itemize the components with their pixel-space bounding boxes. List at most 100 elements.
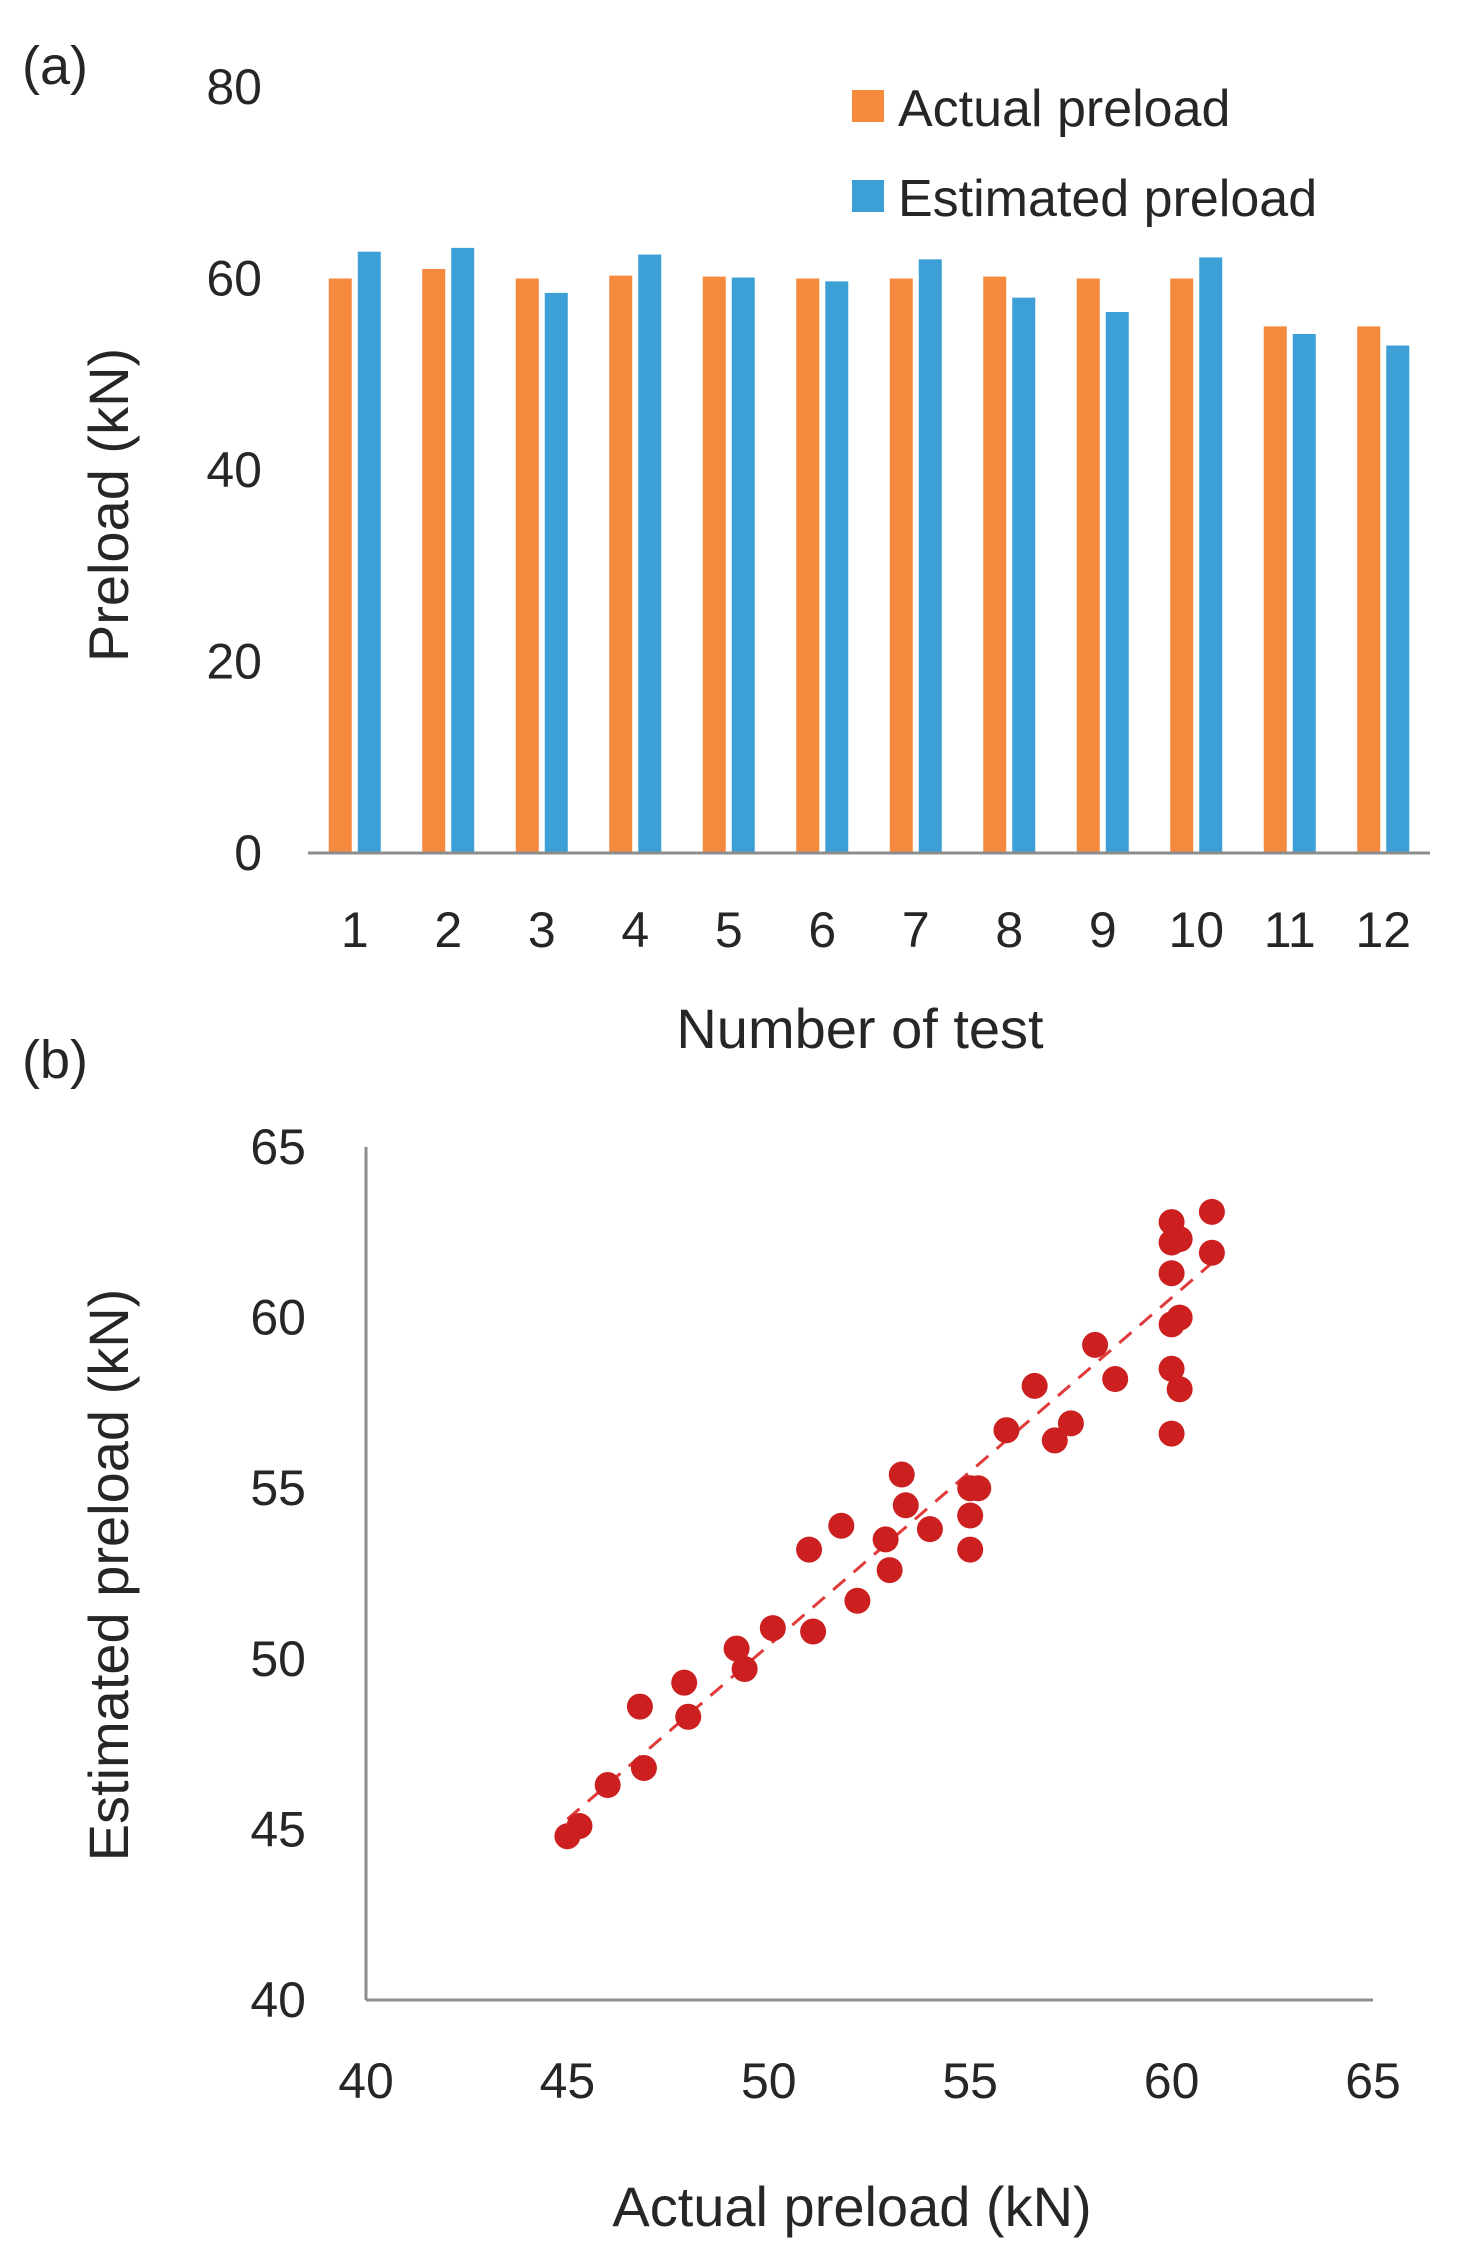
- scatter-point: [828, 1512, 855, 1539]
- scatter-y-tick-label: 40: [250, 1972, 306, 2028]
- scatter-point: [796, 1536, 823, 1563]
- bar-actual-8: [983, 276, 1007, 854]
- scatter-point: [1158, 1260, 1185, 1287]
- bar-x-tick-label: 3: [528, 902, 556, 958]
- bar-y-tick-label: 40: [206, 442, 262, 498]
- scatter-point: [759, 1615, 786, 1642]
- scatter-y-tick-label: 65: [250, 1119, 306, 1175]
- bar-x-tick-label: 2: [434, 902, 462, 958]
- panel-a-label: (a): [22, 36, 88, 96]
- bar-estimated-3: [544, 292, 568, 853]
- scatter-point: [993, 1417, 1020, 1444]
- scatter-point: [957, 1536, 984, 1563]
- bar-x-tick-label: 5: [715, 902, 743, 958]
- scatter-point: [892, 1492, 919, 1519]
- scatter-point: [888, 1461, 915, 1488]
- scatter-point: [1158, 1420, 1185, 1447]
- bar-y-tick-label: 60: [206, 251, 262, 307]
- scatter-y-tick-labels: 40 45 50 55 60 65: [250, 1119, 306, 2028]
- bar-x-tick-label: 7: [902, 902, 930, 958]
- legend-swatch-actual: [852, 90, 884, 122]
- bar-estimated-5: [731, 277, 755, 854]
- bar-estimated-1: [357, 251, 381, 853]
- scatter-x-tick-label: 55: [942, 2053, 998, 2109]
- bar-estimated-4: [638, 254, 662, 853]
- scatter-point: [1166, 1226, 1193, 1253]
- bar-actual-1: [328, 278, 352, 853]
- scatter-point: [872, 1526, 899, 1553]
- bar-y-tick-label: 0: [234, 825, 262, 881]
- scatter-point: [626, 1693, 653, 1720]
- scatter-chart-panel: (b) 40 45 50 55 60 65 40 45 50 55 60 65 Actual pre…: [22, 1030, 1401, 2238]
- scatter-points: [554, 1198, 1225, 1850]
- scatter-point: [1102, 1366, 1129, 1393]
- scatter-y-tick-label: 45: [250, 1801, 306, 1857]
- bar-estimated-2: [451, 247, 475, 854]
- scatter-point: [731, 1656, 758, 1683]
- bar-estimated-8: [1012, 297, 1036, 853]
- scatter-point: [1158, 1355, 1185, 1382]
- bar-series: [328, 247, 1410, 854]
- scatter-point: [1166, 1304, 1193, 1331]
- bar-actual-2: [422, 268, 446, 853]
- bar-x-tick-label: 6: [808, 902, 836, 958]
- scatter-point: [1082, 1331, 1109, 1358]
- bar-actual-6: [796, 278, 820, 853]
- scatter-point: [675, 1703, 702, 1730]
- scatter-y-tick-label: 60: [250, 1290, 306, 1346]
- bar-x-tick-label: 9: [1089, 902, 1117, 958]
- bar-estimated-6: [825, 281, 849, 853]
- scatter-x-tick-label: 50: [741, 2053, 797, 2109]
- scatter-point: [957, 1502, 984, 1529]
- bar-actual-9: [1076, 278, 1100, 853]
- scatter-x-tick-label: 40: [338, 2053, 394, 2109]
- scatter-point: [876, 1557, 903, 1584]
- bar-actual-12: [1357, 326, 1381, 853]
- scatter-point: [965, 1475, 992, 1502]
- bar-actual-5: [702, 276, 726, 854]
- scatter-point: [630, 1754, 657, 1781]
- scatter-point: [1166, 1376, 1193, 1403]
- bar-x-tick-label: 11: [1264, 902, 1316, 958]
- bar-x-tick-label: 8: [995, 902, 1023, 958]
- bar-estimated-12: [1386, 345, 1410, 853]
- bar-y-tick-label: 80: [206, 59, 262, 115]
- legend-label-estimated: Estimated preload: [898, 170, 1317, 228]
- scatter-x-tick-label: 60: [1144, 2053, 1200, 2109]
- scatter-point: [1041, 1427, 1068, 1454]
- bar-actual-10: [1170, 278, 1194, 853]
- bar-actual-7: [889, 278, 913, 853]
- bar-actual-11: [1263, 326, 1287, 853]
- bar-x-axis-title: Number of test: [676, 997, 1044, 1060]
- legend-label-actual: Actual preload: [898, 80, 1230, 138]
- scatter-point: [916, 1516, 943, 1543]
- scatter-point: [723, 1635, 750, 1662]
- scatter-y-tick-label: 55: [250, 1460, 306, 1516]
- scatter-point: [671, 1669, 698, 1696]
- bar-actual-3: [515, 278, 539, 853]
- trendline: [566, 1261, 1213, 1821]
- scatter-x-tick-label: 45: [540, 2053, 596, 2109]
- bar-actual-4: [609, 275, 633, 853]
- scatter-point: [594, 1772, 621, 1799]
- scatter-point: [1198, 1198, 1225, 1225]
- bar-x-tick-label: 4: [621, 902, 649, 958]
- scatter-point: [566, 1812, 593, 1839]
- bar-x-tick-label: 12: [1355, 902, 1411, 958]
- legend-swatch-estimated: [852, 180, 884, 212]
- panel-b-label: (b): [22, 1030, 88, 1090]
- scatter-x-tick-labels: 40 45 50 55 60 65: [338, 2053, 1401, 2109]
- bar-estimated-9: [1105, 312, 1129, 853]
- scatter-point: [1057, 1410, 1084, 1437]
- bar-y-axis-title: Preload (kN): [77, 348, 140, 662]
- bar-x-tick-label: 1: [341, 902, 369, 958]
- bar-x-tick-labels: 1 2 3 4 5 6 7 8 9 10 11 12: [341, 902, 1411, 958]
- bar-y-tick-labels: 0 20 40 60 80: [206, 59, 262, 881]
- scatter-x-axis-title: Actual preload (kN): [612, 2175, 1091, 2238]
- bar-estimated-10: [1199, 257, 1223, 853]
- scatter-x-tick-label: 65: [1345, 2053, 1401, 2109]
- bar-x-tick-label: 10: [1168, 902, 1224, 958]
- scatter-y-tick-label: 50: [250, 1631, 306, 1687]
